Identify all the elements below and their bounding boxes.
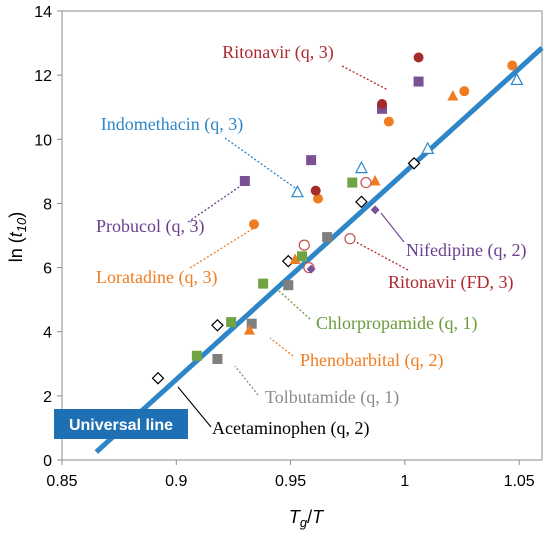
x-tick-label: 1.05 <box>504 473 535 490</box>
square-point <box>192 351 202 361</box>
annotation-leader <box>278 290 310 319</box>
y-tick-label: 14 <box>34 4 52 21</box>
x-axis-title: Tg/T <box>289 507 325 530</box>
square-point <box>322 232 332 242</box>
y-tick-label: 8 <box>43 196 52 213</box>
diamond-point <box>153 373 164 384</box>
y-tick-label: 10 <box>34 132 52 149</box>
annotation-leader <box>270 338 293 356</box>
annotation-leader <box>342 66 388 90</box>
y-tick-label: 4 <box>43 325 52 342</box>
circle-point <box>361 178 371 188</box>
x-tick-label: 0.9 <box>165 473 187 490</box>
y-tick-label: 0 <box>43 453 52 470</box>
annotation-label: Phenobarbital (q, 2) <box>300 350 443 371</box>
annotation-label: Loratadine (q, 3) <box>96 267 217 288</box>
annotation-label: Indomethacin (q, 3) <box>101 114 243 135</box>
annotation-leader <box>356 242 408 270</box>
y-tick-label: 12 <box>34 68 52 85</box>
square-point <box>258 279 268 289</box>
square-point <box>283 280 293 290</box>
circle-point <box>299 240 309 250</box>
universal-line-badge: Universal line <box>54 409 188 439</box>
y-axis-title: ln (t10) <box>6 212 29 263</box>
annotation-leader <box>235 366 258 395</box>
triangle-point <box>356 162 367 173</box>
square-point <box>240 176 250 186</box>
universal-line-label: Universal line <box>69 417 173 434</box>
x-tick-label: 1 <box>400 473 409 490</box>
circle-point <box>377 99 387 109</box>
annotation-label: Acetaminophen (q, 2) <box>212 418 369 439</box>
triangle-point <box>292 186 303 197</box>
circle-point <box>345 234 355 244</box>
circle-point <box>311 186 321 196</box>
annotation-leader <box>225 138 298 190</box>
square-point <box>347 178 357 188</box>
annotation-label: Nifedipine (q, 2) <box>406 240 526 261</box>
square-point <box>414 77 424 87</box>
square-point <box>306 155 316 165</box>
diamond-point <box>371 205 380 214</box>
circle-point <box>384 117 394 127</box>
circle-point <box>507 61 517 71</box>
x-tick-label: 0.95 <box>275 473 306 490</box>
annotation-label: Chlorpropamide (q, 1) <box>316 313 477 334</box>
y-tick-label: 6 <box>43 261 52 278</box>
triangle-point <box>447 90 458 101</box>
annotation-label: Ritonavir (q, 3) <box>222 42 333 63</box>
square-point <box>212 354 222 364</box>
data-points <box>153 53 523 384</box>
annotation-label: Probucol (q, 3) <box>96 216 204 237</box>
square-point <box>226 317 236 327</box>
annotation-label: Ritonavir (FD, 3) <box>388 272 514 293</box>
circle-point <box>414 53 424 63</box>
y-tick-label: 2 <box>43 389 52 406</box>
circle-point <box>249 219 259 229</box>
annotation-label: Tolbutamide (q, 1) <box>265 387 399 408</box>
square-point <box>297 251 307 261</box>
annotation-leader <box>381 213 404 242</box>
x-tick-label: 0.85 <box>46 473 77 490</box>
circle-point <box>459 86 469 96</box>
diamond-point <box>212 320 223 331</box>
